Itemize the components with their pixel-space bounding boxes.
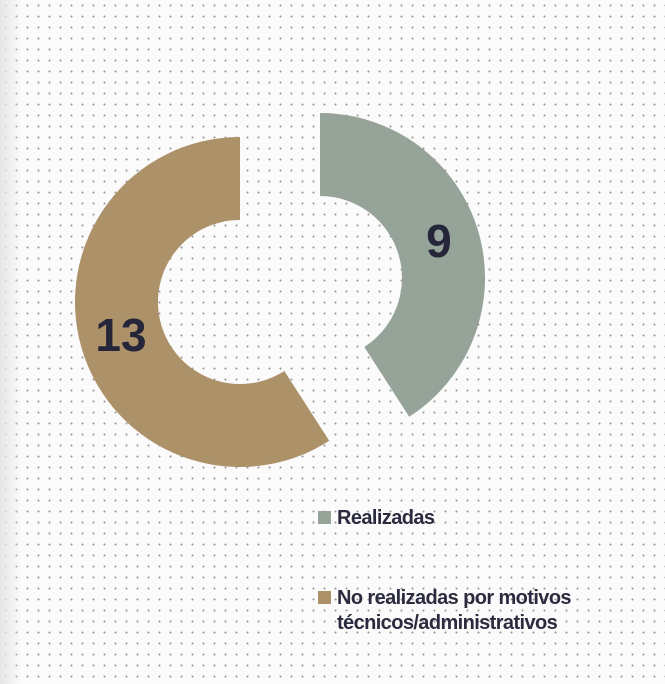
legend-label: Realizadas (337, 507, 435, 529)
legend-item: Realizadas (318, 506, 618, 531)
legend-swatch (318, 511, 331, 524)
value-label: 13 (95, 309, 146, 361)
value-label: 9 (426, 215, 452, 267)
legend-item: No realizadas por motivos técnicos/admin… (318, 586, 618, 636)
donut-segment (75, 136, 330, 467)
legend-swatch (318, 591, 331, 604)
legend-label: No realizadas por motivos técnicos/admin… (337, 587, 572, 634)
donut-segment (320, 113, 485, 417)
edge-shade (0, 0, 22, 684)
